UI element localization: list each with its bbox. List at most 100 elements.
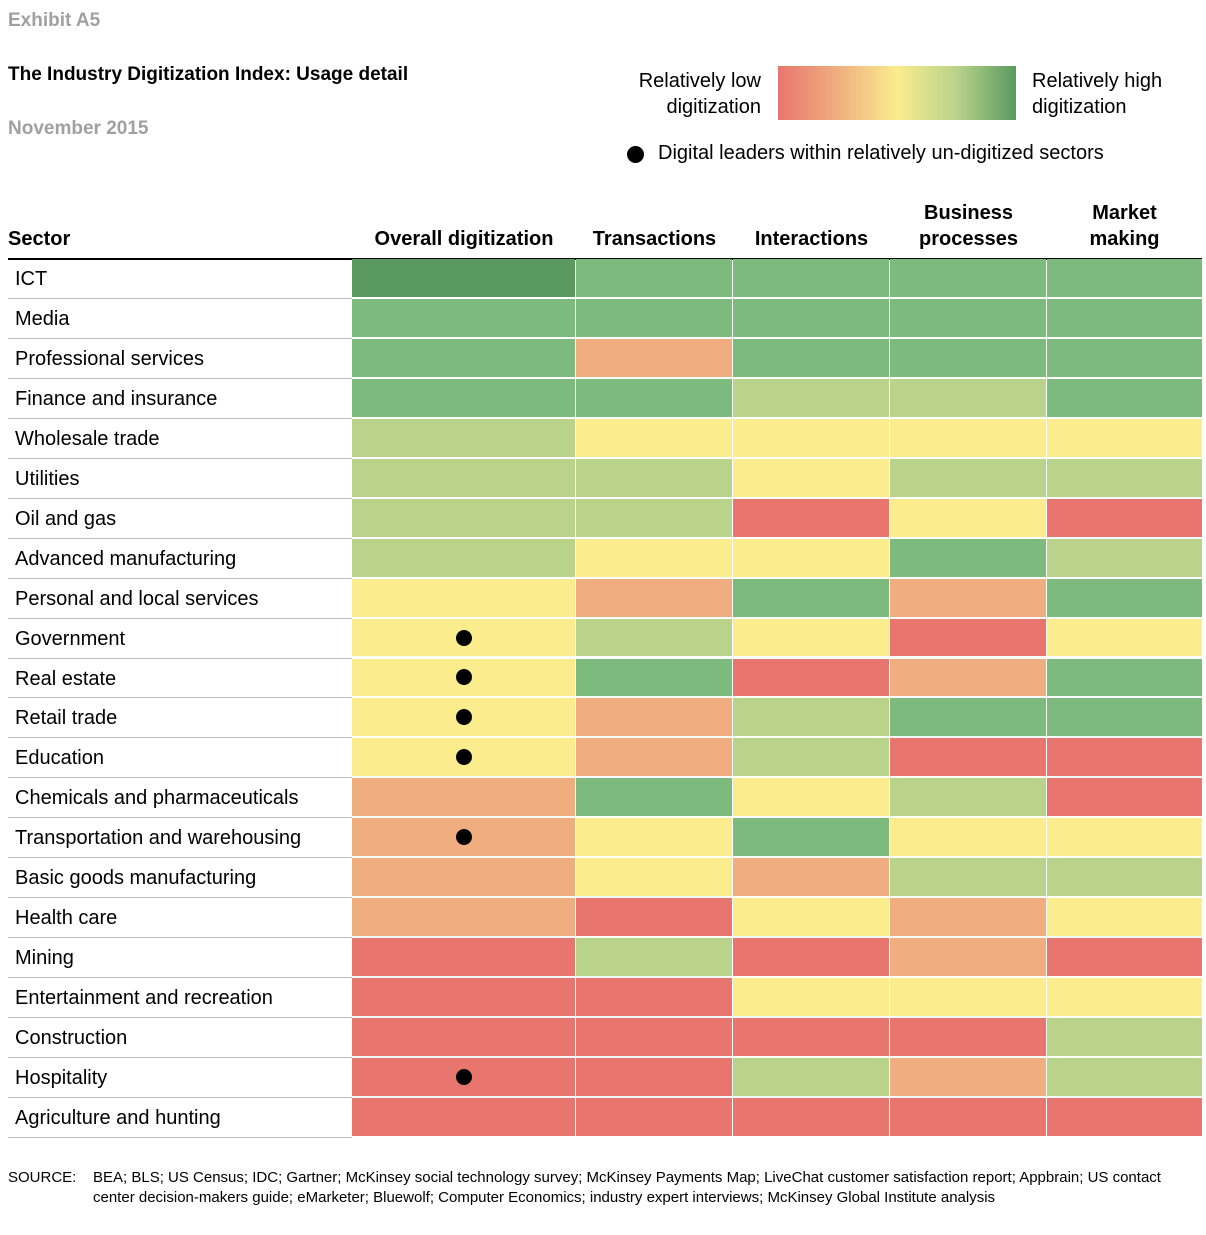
- leader-dot-icon: [455, 709, 472, 726]
- heatmap-cell: [890, 298, 1046, 337]
- heatmap-cell: [1047, 298, 1202, 337]
- sector-label: Retail trade: [15, 707, 118, 730]
- header-business-line1: Business: [924, 202, 1013, 224]
- heatmap-cell: [352, 538, 575, 577]
- heatmap-cell: [576, 578, 732, 617]
- header-business-line2: processes: [919, 228, 1018, 250]
- source-text: BEA; BLS; US Census; IDC; Gartner; McKin…: [93, 1169, 1161, 1206]
- header-transactions: Transactions: [592, 228, 717, 250]
- sector-label: Transportation and warehousing: [15, 827, 302, 850]
- heatmap-cell: [890, 578, 1046, 617]
- heatmap-cell: [352, 418, 575, 457]
- heatmap-cell: [890, 898, 1046, 937]
- heatmap-cell: [1047, 618, 1202, 657]
- row-divider: [8, 297, 352, 299]
- heatmap-cell: [352, 978, 575, 1017]
- heatmap-cell: [352, 578, 575, 617]
- heatmap-cell: [1047, 978, 1202, 1017]
- sector-label: Oil and gas: [15, 507, 117, 530]
- header-interactions: Interactions: [754, 228, 869, 250]
- row-divider: [8, 657, 352, 659]
- legend-low-line1: Relatively low: [638, 70, 761, 92]
- row-divider: [8, 577, 352, 579]
- table-bottom-rule: [8, 1136, 352, 1138]
- heatmap-cell: [1047, 738, 1202, 777]
- heatmap-cell: [733, 418, 889, 457]
- heatmap-cell: [576, 778, 732, 817]
- heatmap-cell: [576, 418, 732, 457]
- sector-label: Advanced manufacturing: [15, 547, 237, 570]
- heatmap-cell: [1047, 1097, 1202, 1136]
- heatmap-cell: [1047, 778, 1202, 817]
- leader-dot-icon: [455, 749, 472, 766]
- legend-low-line2: digitization: [666, 96, 761, 118]
- sector-label: Education: [15, 747, 104, 770]
- leader-dot-icon: [455, 669, 472, 686]
- heatmap-cell: [733, 978, 889, 1017]
- row-divider: [8, 737, 352, 739]
- exhibit-label: Exhibit A5: [8, 10, 101, 31]
- heatmap-cell: [890, 658, 1046, 697]
- heatmap-cell: [733, 818, 889, 857]
- header-market-line2: making: [1089, 228, 1160, 250]
- heatmap-cell: [352, 1018, 575, 1056]
- heatmap-cell: [890, 698, 1046, 737]
- sector-label: Professional services: [15, 347, 204, 370]
- heatmap-cell: [1047, 538, 1202, 577]
- heatmap-cell: [733, 498, 889, 537]
- heatmap-cell: [733, 618, 889, 657]
- heatmap-cell: [576, 898, 732, 937]
- heatmap-cell: [576, 1097, 732, 1136]
- heatmap-cell: [576, 938, 732, 977]
- row-divider: [8, 1017, 352, 1019]
- sector-label: Finance and insurance: [15, 387, 218, 410]
- heatmap-cell: [1047, 858, 1202, 897]
- row-divider: [8, 1096, 352, 1098]
- heatmap-cell: [1047, 498, 1202, 537]
- heatmap-cell: [733, 938, 889, 977]
- heatmap-cell: [1047, 1018, 1202, 1056]
- sector-label: Agriculture and hunting: [15, 1106, 221, 1129]
- heatmap-cell: [1047, 338, 1202, 377]
- heatmap-cell: [352, 378, 575, 417]
- leader-dot-icon: [455, 829, 472, 846]
- heatmap-cell: [890, 1058, 1046, 1096]
- row-divider: [8, 697, 352, 699]
- heatmap-cell: [733, 698, 889, 737]
- heatmap-cell: [576, 298, 732, 337]
- sector-label: Media: [15, 307, 70, 330]
- heatmap-cell: [890, 259, 1046, 297]
- chart-date: November 2015: [8, 118, 149, 139]
- sector-label: Government: [15, 627, 126, 650]
- heatmap-cell: [890, 1097, 1046, 1136]
- sector-label: Chemicals and pharmaceuticals: [15, 787, 299, 810]
- sector-label: Real estate: [15, 667, 117, 690]
- heatmap-cell: [733, 1058, 889, 1096]
- heatmap-cell: [576, 538, 732, 577]
- heatmap-cell: [733, 1097, 889, 1136]
- heatmap-cell: [890, 618, 1046, 657]
- heatmap-cell: [733, 338, 889, 377]
- heatmap-cell: [576, 978, 732, 1017]
- sector-label: Entertainment and recreation: [15, 987, 273, 1010]
- heatmap-cell: [352, 298, 575, 337]
- heatmap-cell: [733, 538, 889, 577]
- legend-high-label: Relatively high digitization: [1032, 68, 1202, 120]
- row-divider: [8, 457, 352, 459]
- heatmap-cell: [1047, 898, 1202, 937]
- heatmap-cell: [733, 378, 889, 417]
- heatmap-cell: [576, 378, 732, 417]
- heatmap-cell: [1047, 698, 1202, 737]
- heatmap-cell: [733, 578, 889, 617]
- heatmap-cell: [890, 938, 1046, 977]
- heatmap-cell: [733, 858, 889, 897]
- row-divider: [8, 937, 352, 939]
- heatmap-cell: [1047, 418, 1202, 457]
- sector-label: Wholesale trade: [15, 427, 160, 450]
- legend-low-label: Relatively low digitization: [560, 68, 761, 120]
- heatmap-cell: [1047, 818, 1202, 857]
- heatmap-cell: [352, 778, 575, 817]
- header-market-line1: Market: [1092, 202, 1157, 224]
- heatmap-cell: [576, 458, 732, 497]
- legend-gradient-bar: [778, 66, 1016, 120]
